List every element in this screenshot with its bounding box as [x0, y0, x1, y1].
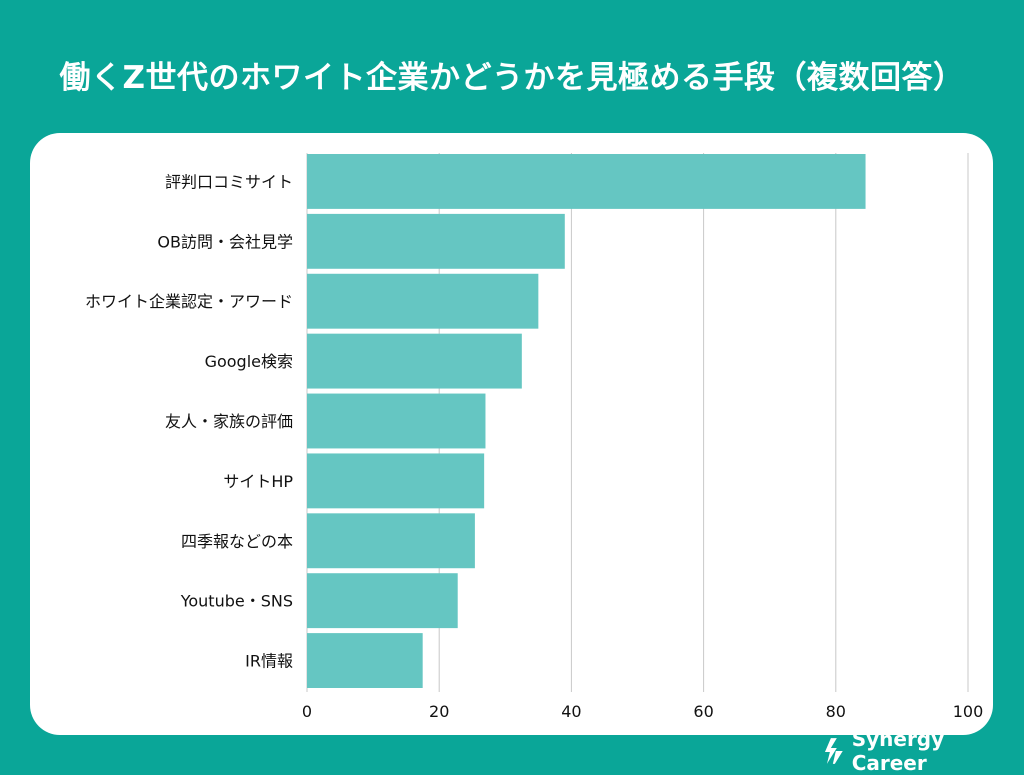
bar-layer — [307, 154, 866, 688]
bar — [307, 573, 458, 629]
bar — [307, 633, 423, 688]
category-label: Google検索 — [205, 352, 293, 371]
x-tick-label: 20 — [429, 702, 449, 721]
x-tick-label: 40 — [561, 702, 581, 721]
bar — [307, 154, 866, 209]
bar — [307, 453, 485, 509]
brand-name: Synergy Career — [851, 727, 945, 775]
x-tick-label: 60 — [693, 702, 713, 721]
x-tick-label: 0 — [302, 702, 312, 721]
synergy-logo-icon — [824, 738, 843, 764]
bar — [307, 393, 486, 449]
category-label: Youtube・SNS — [180, 592, 293, 611]
bar — [307, 273, 539, 329]
x-tick-label: 100 — [953, 702, 984, 721]
category-label: 友人・家族の評価 — [165, 412, 293, 431]
x-tick-label: 80 — [826, 702, 846, 721]
category-label: ホワイト企業認定・アワード — [85, 292, 293, 311]
bar — [307, 513, 475, 569]
category-label: OB訪問・会社見学 — [157, 232, 293, 251]
chart-title: 働くZ世代のホワイト企業かどうかを見極める手段（複数回答） — [59, 60, 965, 96]
category-label: サイトHP — [223, 472, 293, 491]
brand-logo: Synergy Career — [822, 727, 1024, 775]
tick-label-layer: 0 20 40 60 80 100 — [302, 702, 983, 721]
bar — [307, 333, 522, 389]
category-label: 評判口コミサイト — [165, 172, 293, 191]
category-label: 四季報などの本 — [181, 532, 293, 551]
bar — [307, 213, 565, 269]
category-label: IR情報 — [245, 652, 293, 671]
